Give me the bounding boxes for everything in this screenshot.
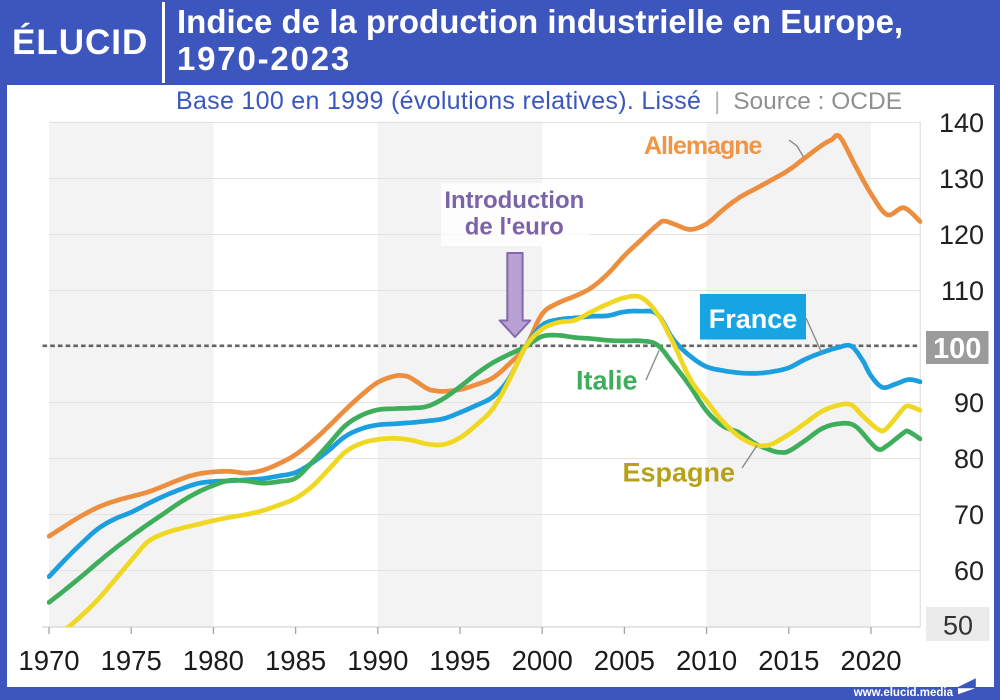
svg-text:50: 50 xyxy=(943,611,973,641)
svg-text:2000: 2000 xyxy=(512,645,573,676)
svg-text:2010: 2010 xyxy=(676,645,737,676)
svg-text:1980: 1980 xyxy=(183,645,244,676)
svg-text:2005: 2005 xyxy=(594,645,655,676)
svg-text:1970: 1970 xyxy=(18,645,79,676)
svg-text:2015: 2015 xyxy=(758,645,819,676)
svg-text:2020: 2020 xyxy=(840,645,901,676)
svg-text:1985: 1985 xyxy=(265,645,326,676)
svg-text:130: 130 xyxy=(939,164,984,194)
svg-text:80: 80 xyxy=(954,444,984,474)
svg-text:1990: 1990 xyxy=(347,645,408,676)
svg-text:140: 140 xyxy=(939,108,984,138)
svg-text:Allemagne: Allemagne xyxy=(644,132,763,160)
svg-text:90: 90 xyxy=(954,388,984,418)
svg-text:Espagne: Espagne xyxy=(623,458,736,488)
svg-text:100: 100 xyxy=(933,333,981,365)
svg-text:Introduction: Introduction xyxy=(444,187,584,214)
svg-text:Italie: Italie xyxy=(576,366,638,396)
svg-text:France: France xyxy=(709,304,798,334)
svg-text:60: 60 xyxy=(954,556,984,586)
svg-text:1975: 1975 xyxy=(101,645,162,676)
svg-text:110: 110 xyxy=(941,276,984,306)
svg-text:120: 120 xyxy=(939,220,984,250)
svg-text:70: 70 xyxy=(954,500,984,530)
svg-text:de l'euro: de l'euro xyxy=(465,214,564,241)
svg-text:1995: 1995 xyxy=(429,645,490,676)
